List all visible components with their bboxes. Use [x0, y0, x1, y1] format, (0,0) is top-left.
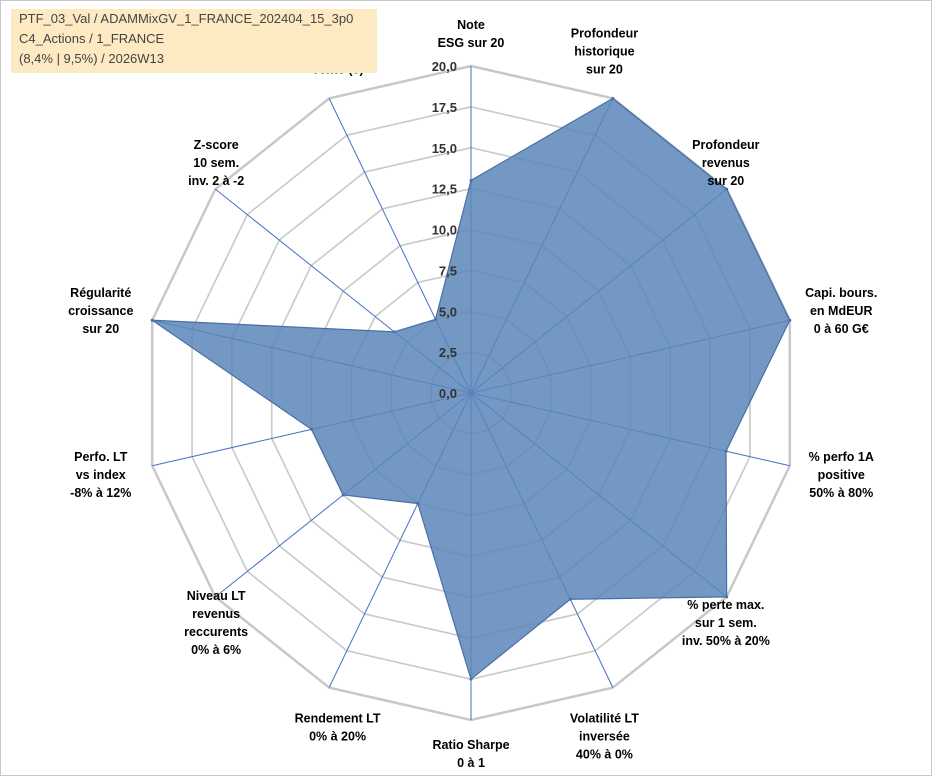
axis-label-line: Perfo. LT [74, 450, 128, 464]
axis-label-line: % perfo 1A [809, 450, 874, 464]
data-point [416, 501, 420, 505]
axis-label-line: Ratio Sharpe [432, 738, 509, 752]
tick-label: 7,5 [439, 263, 457, 278]
axis-label-line: vs index [76, 468, 126, 482]
tick-label: 12,5 [432, 182, 457, 197]
axis-label-line: inv. 2 à -2 [188, 174, 244, 188]
axis-label-line: en MdEUR [810, 304, 873, 318]
portfolio-title: PTF_03_Val / ADAMMixGV_1_FRANCE_202404_1… [19, 11, 354, 26]
axis-label-line: revenus [192, 607, 240, 621]
axis-label-line: Capi. bours. [805, 286, 877, 300]
axis-label-line: inversée [579, 729, 630, 743]
series-area [150, 97, 791, 681]
axis-label: Profondeur historique sur 20 [571, 27, 638, 77]
axis-label-line: 0 à 60 G€ [814, 322, 869, 336]
axis-label-line: Volatilité LT [570, 711, 639, 725]
data-point [150, 318, 154, 322]
data-point [310, 427, 314, 431]
axis-label-line: revenus [702, 156, 750, 170]
portfolio-category: C4_Actions / 1_FRANCE [19, 31, 165, 46]
axis-label: Profondeur revenus sur 20 [692, 138, 759, 188]
tick-label: 5,0 [439, 304, 457, 319]
axis-label: % perfo 1A positive 50% à 80% [809, 450, 874, 500]
axis-label-line: positive [818, 468, 865, 482]
axis-label-line: Z-score [194, 138, 239, 152]
data-point [611, 96, 615, 100]
data-point [725, 187, 729, 191]
data-point [788, 318, 792, 322]
portfolio-stats: (8,4% | 9,5%) / 2026W13 [19, 51, 165, 66]
axis-label-line: sur 20 [586, 63, 623, 77]
radial-tick-labels: 0,0 2,5 5,0 7,5 10,0 12,5 15,0 17,5 20,0 [432, 59, 457, 401]
axis-label-line: sur 20 [707, 174, 744, 188]
axis-label: Volatilité LT inversée 40% à 0% [570, 711, 639, 761]
axis-label-line: 0 à 1 [457, 756, 485, 770]
axis-label: Niveau LT revenus reccurents 0% à 6% [184, 589, 248, 657]
axis-label-line: historique [574, 45, 634, 59]
data-point [725, 595, 729, 599]
axis-label-line: reccurents [184, 625, 248, 639]
data-point [341, 493, 345, 497]
axis-label-line: inv. 50% à 20% [682, 634, 770, 648]
axis-label: Capi. bours. en MdEUR 0 à 60 G€ [805, 286, 877, 336]
axis-label: Régularité croissance sur 20 [68, 286, 133, 336]
axis-label-line: 0% à 6% [191, 643, 241, 657]
data-point [469, 677, 473, 681]
axis-label: Rendement LT 0% à 20% [295, 711, 381, 743]
axis-label-line: sur 20 [82, 322, 119, 336]
axis-label-line: 10 sem. [193, 156, 239, 170]
axis-label-line: croissance [68, 304, 133, 318]
axis-label-line: 50% à 80% [809, 486, 873, 500]
axis-label-line: Profondeur [571, 27, 638, 41]
axis-label-line: -8% à 12% [70, 486, 131, 500]
axis-label: Perfo. LT vs index -8% à 12% [70, 450, 131, 500]
axis-label-line: % perte max. [687, 598, 764, 612]
axis-label-line: Note [457, 18, 485, 32]
tick-label: 15,0 [432, 141, 457, 156]
axis-label-line: sur 1 sem. [695, 616, 757, 630]
tick-label: 2,5 [439, 345, 457, 360]
axis-label-line: 0% à 20% [309, 729, 366, 743]
data-point [469, 178, 473, 182]
tick-label: 0,0 [439, 386, 457, 401]
radar-series [150, 96, 792, 681]
axis-label: Ratio Sharpe 0 à 1 [432, 738, 509, 770]
axis-label-line: Profondeur [692, 138, 759, 152]
axis-label-line: Rendement LT [295, 711, 381, 725]
data-point [434, 317, 438, 321]
portfolio-info-box: PTF_03_Val / ADAMMixGV_1_FRANCE_202404_1… [11, 9, 377, 73]
axis-label-line: Niveau LT [187, 589, 246, 603]
tick-label: 10,0 [432, 223, 457, 238]
axis-label-line: Régularité [70, 286, 131, 300]
data-point [392, 330, 396, 334]
data-point [724, 449, 728, 453]
tick-label: 17,5 [432, 100, 457, 115]
data-point [568, 597, 572, 601]
axis-label: Note ESG sur 20 [438, 18, 505, 50]
axis-label: % perte max. sur 1 sem. inv. 50% à 20% [682, 598, 770, 648]
axis-label-line: 40% à 0% [576, 747, 633, 761]
tick-label: 20,0 [432, 59, 457, 74]
axis-label: Z-score 10 sem. inv. 2 à -2 [188, 138, 244, 188]
axis-label-line: ESG sur 20 [438, 36, 505, 50]
